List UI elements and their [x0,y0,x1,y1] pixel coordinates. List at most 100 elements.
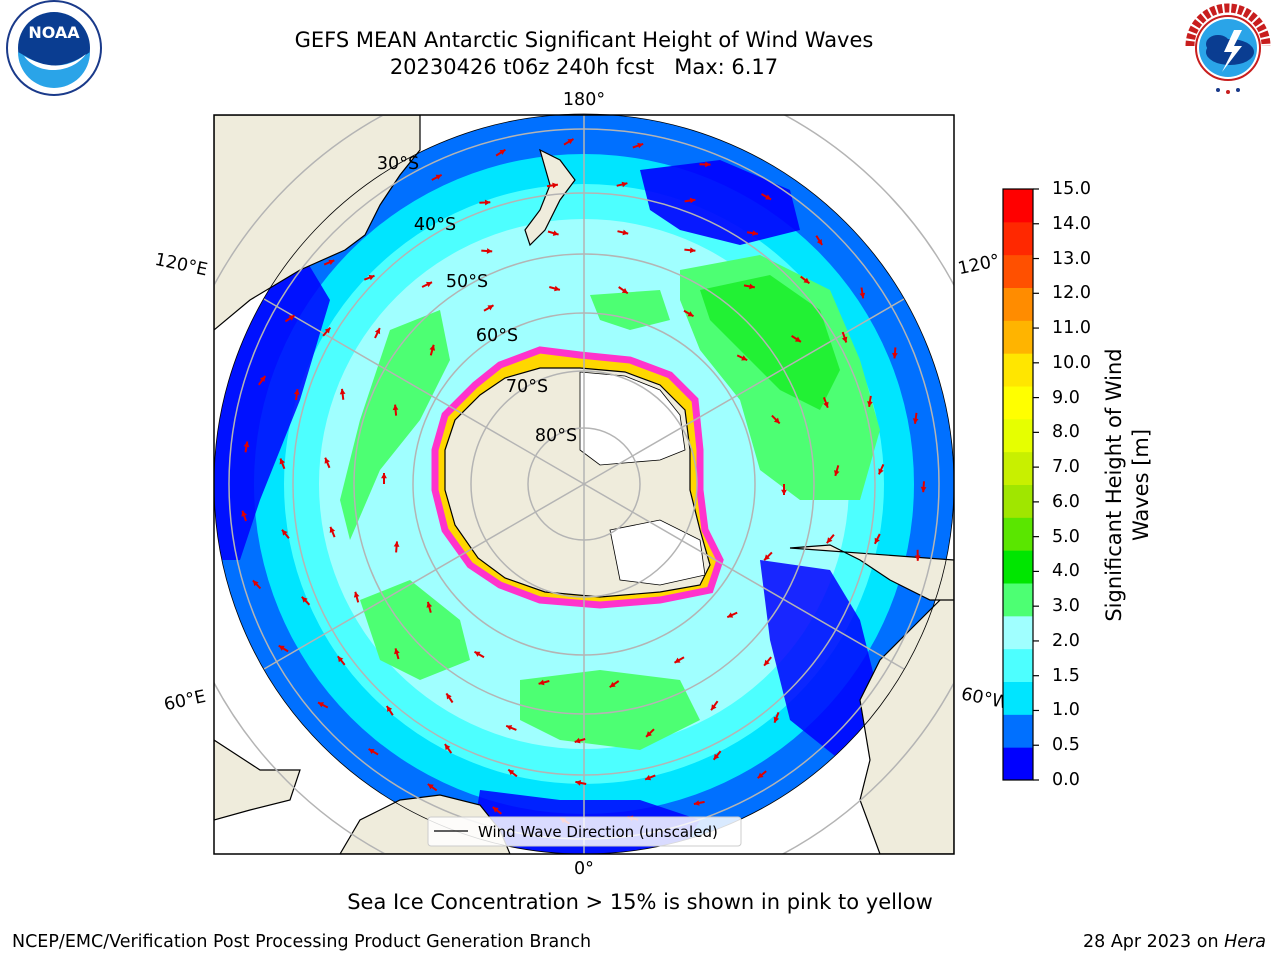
colorbar-tick-label: 14.0 [1052,213,1091,234]
lat-label-70s: 70°S [506,377,548,397]
legend-label: Wind Wave Direction (unscaled) [478,823,718,841]
wind-arrow-head [318,702,324,708]
wind-arrow-head [393,541,400,547]
wind-arrow-head [499,149,506,155]
colorbar-segment [1003,386,1033,420]
colorbar-tick-label: 2.0 [1052,630,1080,651]
colorbar-segment [1003,254,1033,288]
lon-label-0: 0° [574,859,594,879]
wind-arrow-head [506,725,513,731]
wind-arrow-head [293,389,300,395]
footer-date: 28 Apr 2023 on Hera [1083,932,1266,952]
colorbar-tick-label: 15.0 [1052,179,1091,199]
wind-arrow-head [689,247,696,254]
colorbar-segment [1003,648,1033,682]
wind-arrow-head [374,328,381,335]
wind-arrow-head [803,277,810,284]
nws-logo [1178,0,1278,104]
wind-arrow-head [693,800,700,806]
colorbar-tick-label: 0.0 [1052,770,1080,790]
wind-arrow-head [741,355,748,361]
lon-label-120e: 120°E [153,250,209,281]
wind-arrow-head [574,737,581,744]
lat-label-40s: 40°S [414,215,456,235]
land-new-zealand [524,148,576,247]
wind-arrow-head [705,161,711,168]
wind-arrow-head [252,580,259,587]
wind-arrow-head [429,344,436,351]
colorbar-tick-label: 0.5 [1052,735,1080,756]
wind-arrow-head [727,612,734,618]
wind-arrow-head [552,182,558,189]
chart-subtitle: 20230426 t06z 240h fcst Max: 6.17 [389,55,779,79]
wind-arrow-head [912,418,919,424]
wind-arrow-head [841,336,848,343]
colorbar-tick-label: 1.5 [1052,665,1080,686]
wind-arrow-head [878,468,884,475]
colorbar-segment [1003,221,1033,256]
colorbar-segment [1003,287,1033,321]
wind-arrow-head [816,239,823,245]
colorbar-tick-label: 12.0 [1052,283,1091,304]
colorbar-frame [1002,188,1034,781]
lon-label-180: 180° [563,90,605,110]
wind-arrow-head [301,596,308,603]
lat-label-50s: 50°S [446,272,488,292]
wind-arrows [241,138,927,825]
wind-arrow-head [892,352,898,359]
wind-arrow-head [920,486,927,493]
wind-arrow-head [621,288,628,294]
lon-label-60e: 60°E [162,687,207,715]
colorbar-tick-label: 7.0 [1052,457,1080,478]
colorbar-segment [1003,550,1033,584]
wind-arrow-head [386,706,393,712]
wind-arrow-head [538,679,545,686]
wind-arrow-head [874,537,880,544]
wind-arrow-head [492,807,499,813]
colorbar-title-line2: Waves [m] [1129,428,1153,542]
wind-arrow-head [435,174,442,180]
colorbar-segment [1003,320,1033,354]
colorbar-segment [1003,583,1033,617]
wind-arrow-head [487,305,494,311]
colorbar-tick-label: 1.0 [1052,700,1080,721]
lon-label-120w: 120° [956,251,1001,279]
footer-credit: NCEP/EMC/Verification Post Processing Pr… [12,932,592,952]
wind-arrow-head [368,274,375,281]
lat-label-60s: 60°S [476,326,518,346]
wind-arrow-head [339,388,346,395]
wind-arrow-head [711,704,717,711]
wind-arrow-head [554,285,560,292]
wind-arrow-head [337,656,344,663]
wind-arrow-head [764,659,770,666]
sea-ice-note: Sea Ice Concentration > 15% is shown in … [347,890,933,914]
wind-arrow-head [324,457,330,464]
wind-arrow-head [749,283,755,290]
wind-arrow-head [752,230,758,236]
colorbar-segment [1003,353,1033,387]
map-frame [213,114,955,855]
lat-label-80s: 80°S [535,426,577,446]
wind-arrow-head [259,376,266,382]
wind-arrow-head [575,780,582,786]
wind-arrow-head [427,784,434,790]
wind-arrow-head [446,693,452,700]
footer-date-text: 28 Apr 2023 on [1082,932,1219,952]
colorbar-segment [1003,747,1033,781]
colorbar-tick-label: 4.0 [1052,561,1080,582]
wind-arrow-head [282,529,288,536]
wind-arrow-head [381,473,387,479]
wind-arrow-head [645,774,652,781]
colorbar-segment [1003,517,1033,551]
chart-title: GEFS MEAN Antarctic Significant Height o… [294,28,874,52]
colorbar-tick-label: 6.0 [1052,491,1080,512]
footer-host: Hera [1224,932,1266,952]
wind-arrow-head [241,510,247,517]
wind-arrow-head [486,248,493,254]
wind-arrow-head [426,281,432,288]
wind-arrow-head [622,229,629,236]
wind-arrow-head [552,230,559,236]
wind-arrow-head [324,327,331,334]
wind-arrow-head [243,441,250,448]
